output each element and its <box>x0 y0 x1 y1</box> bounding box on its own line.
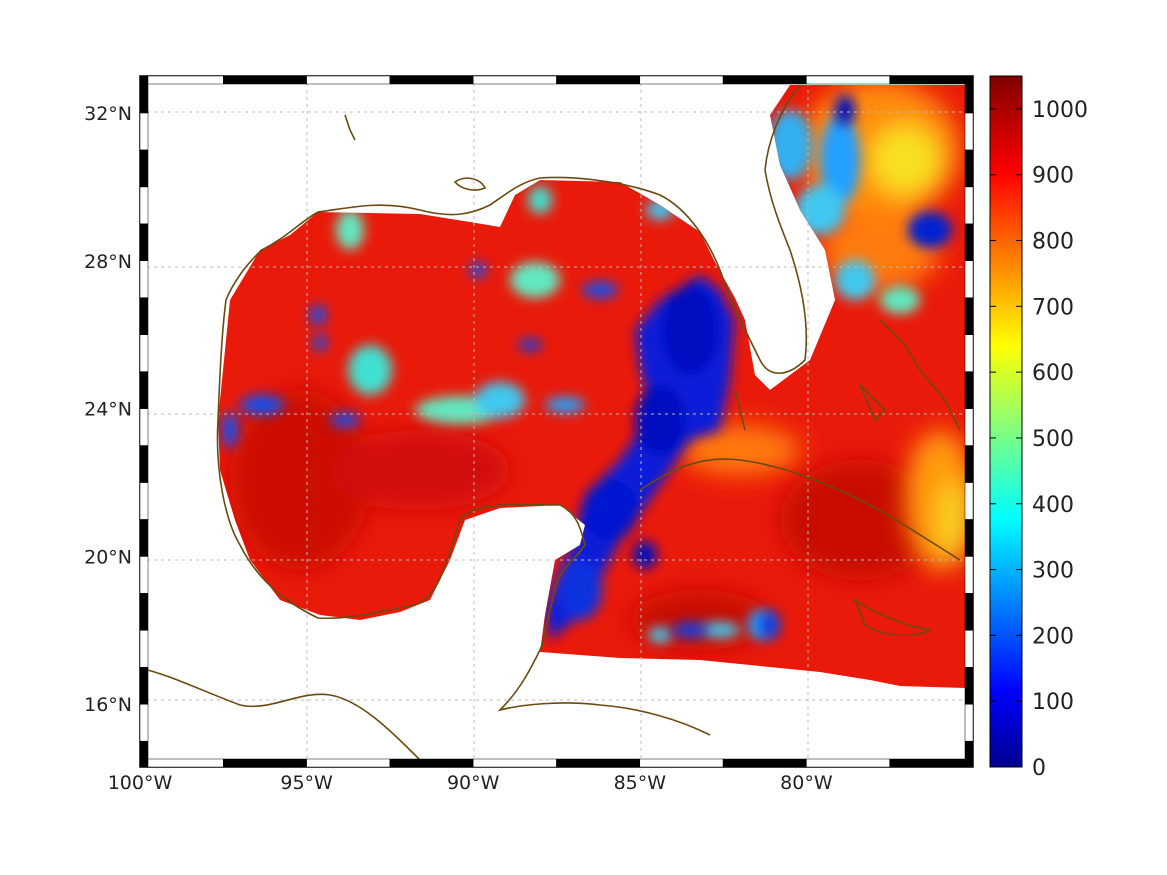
border-band-bottom <box>722 758 807 768</box>
border-band-bottom <box>306 758 391 768</box>
y-tick-label: 32°N <box>84 103 132 125</box>
border-band-left <box>139 556 149 594</box>
border-band-top <box>389 75 474 85</box>
y-tick-labels: 16°N 20°N 24°N 28°N 32°N <box>84 103 132 716</box>
y-tick-label: 28°N <box>84 251 132 273</box>
border-band-bottom <box>556 758 641 768</box>
x-tick-label: 80°W <box>780 772 833 794</box>
border-band-top <box>806 75 890 85</box>
border-band-right <box>964 630 974 668</box>
border-band-bottom <box>389 758 474 768</box>
border-band-left <box>139 75 149 114</box>
border-band-left <box>139 519 149 557</box>
x-tick-label: 90°W <box>447 772 500 794</box>
border-band-left <box>139 408 149 446</box>
border-band-bottom <box>472 758 557 768</box>
coastlines <box>139 84 961 761</box>
y-tick-label: 20°N <box>84 546 132 568</box>
colorbar-tick-label: 300 <box>1032 559 1074 584</box>
border-band-right <box>964 740 974 768</box>
border-band-left <box>139 666 149 705</box>
colorbar-tick-label: 100 <box>1032 690 1074 715</box>
border-band-top <box>139 75 224 85</box>
colorbar-tick-label: 600 <box>1032 361 1074 386</box>
border-band-left <box>139 186 149 225</box>
border-band-top <box>223 75 307 85</box>
border-band-right <box>964 149 974 188</box>
colorbar-tick-label: 0 <box>1032 756 1046 781</box>
border-band-left <box>139 112 149 151</box>
border-band-bottom <box>806 758 890 768</box>
border-band-bottom <box>889 758 974 768</box>
border-band-right <box>964 593 974 631</box>
border-band-left <box>139 482 149 520</box>
border-band-right <box>964 482 974 520</box>
border-band-left <box>139 260 149 298</box>
border-band-bottom <box>639 758 724 768</box>
grid-lines <box>140 76 973 767</box>
border-band-left <box>139 297 149 335</box>
border-band-left <box>139 223 149 262</box>
border-band-top <box>722 75 807 85</box>
x-tick-label: 95°W <box>280 772 333 794</box>
border-band-bottom <box>223 758 307 768</box>
colorbar-tick-label: 400 <box>1032 493 1074 518</box>
border-band-top <box>472 75 557 85</box>
colorbar-tick-label: 1000 <box>1032 98 1088 123</box>
border-band-left <box>139 445 149 483</box>
border-band-right <box>964 75 974 114</box>
colorbar-tick-label: 700 <box>1032 295 1074 320</box>
border-band-right <box>964 519 974 557</box>
border-band-right <box>964 666 974 705</box>
border-band-left <box>139 740 149 768</box>
deep-blue-core <box>222 95 952 640</box>
border-band-right <box>964 408 974 446</box>
border-band-bottom <box>139 758 224 768</box>
border-band-left <box>139 371 149 409</box>
border-band-top <box>306 75 391 85</box>
border-band-left <box>139 630 149 668</box>
colorbar-tick-label: 900 <box>1032 164 1074 189</box>
border-band-right <box>964 703 974 742</box>
border-band-left <box>139 334 149 372</box>
border-band-right <box>964 371 974 409</box>
border-band-right <box>964 445 974 483</box>
colorbar-tick-label: 500 <box>1032 427 1074 452</box>
border-band-right <box>964 260 974 298</box>
x-tick-label: 85°W <box>614 772 667 794</box>
colorbar-tick-label: 800 <box>1032 230 1074 255</box>
map-border <box>139 75 974 768</box>
border-band-left <box>139 703 149 742</box>
y-tick-label: 24°N <box>84 399 132 421</box>
colorbar <box>989 75 1023 768</box>
border-band-right <box>964 334 974 372</box>
border-band-left <box>139 593 149 631</box>
colorbar-tick-label: 200 <box>1032 624 1074 649</box>
border-band-top <box>889 75 974 85</box>
border-band-right <box>964 223 974 262</box>
x-tick-labels: 100°W 95°W 90°W 85°W 80°W <box>108 772 833 794</box>
x-tick-label: 100°W <box>108 772 173 794</box>
border-band-right <box>964 556 974 594</box>
border-band-top <box>639 75 724 85</box>
border-band-left <box>139 149 149 188</box>
border-band-right <box>964 297 974 335</box>
y-tick-label: 16°N <box>84 694 132 716</box>
colorbar-tick-labels: 0 100 200 300 400 500 600 700 800 900 1000 <box>990 98 1088 781</box>
border-band-top <box>556 75 641 85</box>
border-band-right <box>964 186 974 225</box>
border-band-right <box>964 112 974 151</box>
